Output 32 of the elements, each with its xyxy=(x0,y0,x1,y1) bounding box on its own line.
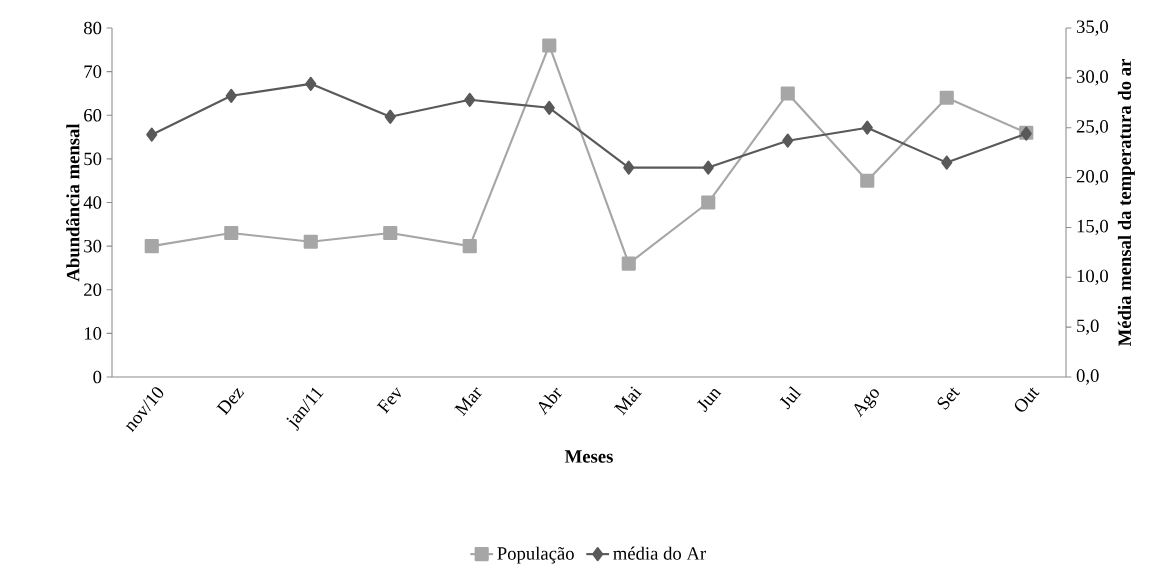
x-tick-label: Jul xyxy=(779,386,802,410)
x-tick-label: Mar xyxy=(454,387,482,417)
x-tick-label: Jun xyxy=(696,388,722,413)
y2-tick-label: 20,0 xyxy=(1076,169,1108,186)
y2-tick-label: 15,0 xyxy=(1077,219,1108,236)
x-tick-label: Out xyxy=(1014,387,1040,412)
x-tick-label: Fev xyxy=(376,387,402,414)
x-tick-label: Ago xyxy=(854,389,879,418)
y2-axis-title: Média mensal da temperatura do ar xyxy=(1117,59,1135,347)
y2-tick-label: 30,0 xyxy=(1076,70,1108,86)
x-tick-label: Dez xyxy=(216,388,245,416)
x-tick-label: Set xyxy=(937,387,960,410)
y-tick-label: 40 xyxy=(83,196,102,209)
y-tick-label: 60 xyxy=(84,108,102,122)
y2-tick-label: 0,0 xyxy=(1076,369,1099,385)
legend-label: média do Ar xyxy=(613,546,706,560)
y-tick-label: 70 xyxy=(84,65,102,78)
x-tick-label: Mai xyxy=(613,386,642,416)
y2-tick-label: 35,0 xyxy=(1076,20,1108,36)
y2-tick-label: 25,0 xyxy=(1076,120,1108,136)
y-tick-label: 20 xyxy=(84,283,102,297)
y-tick-label: 50 xyxy=(84,152,102,166)
x-tick-label: Abr xyxy=(538,387,563,416)
legend-label: População xyxy=(497,546,574,564)
y-tick-label: 10 xyxy=(84,327,102,340)
y-tick-label: 0 xyxy=(93,370,102,384)
x-axis-title: Meses xyxy=(564,450,613,463)
y-tick-label: 80 xyxy=(84,21,102,35)
y-tick-label: 30 xyxy=(84,239,102,253)
y2-tick-label: 5,0 xyxy=(1077,319,1099,335)
y-axis-title: Abundância mensal xyxy=(66,123,80,282)
y2-tick-label: 10,0 xyxy=(1077,269,1108,285)
